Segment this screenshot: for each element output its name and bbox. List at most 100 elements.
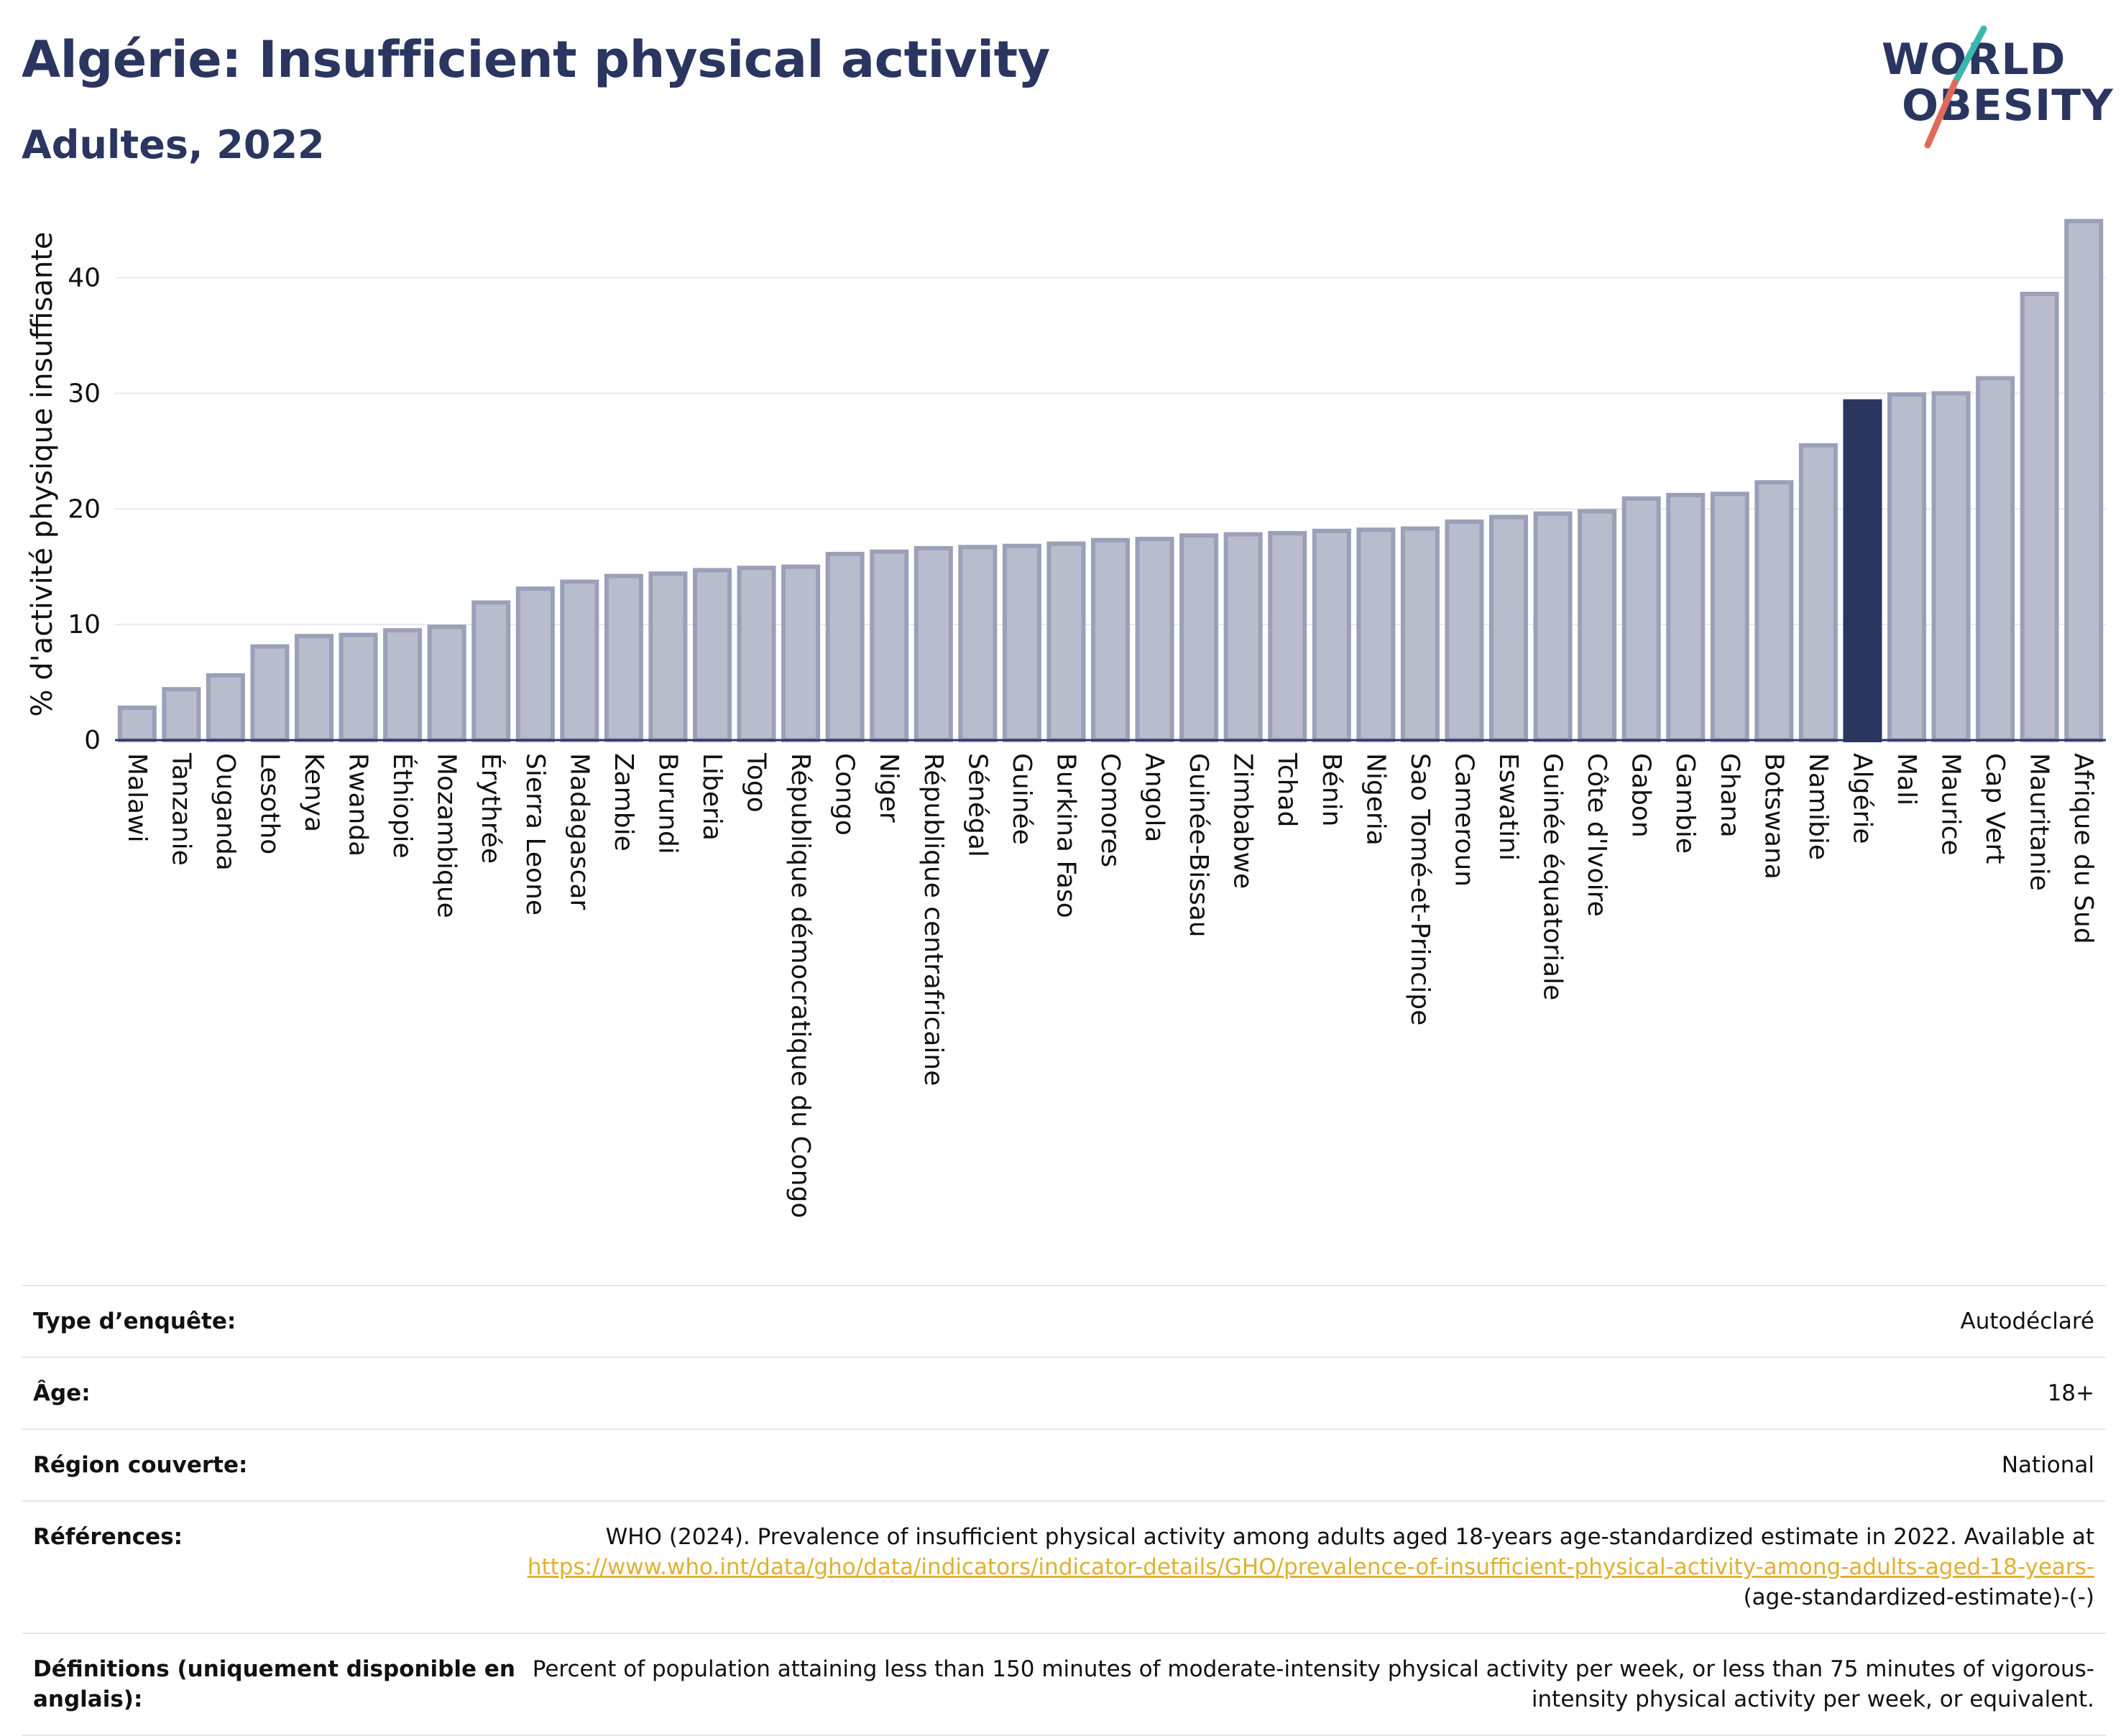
x-tick-label: Comores <box>1095 753 1125 867</box>
info-value: Autodéclaré <box>1960 1308 2094 1334</box>
info-label: Âge: <box>33 1380 91 1406</box>
x-tick-label: Niger <box>874 753 903 823</box>
bar-nigeria <box>1356 527 1396 742</box>
info-row-age: Âge: 18+ <box>22 1357 2106 1428</box>
x-tick-label: Lesotho <box>254 753 284 854</box>
x-tick-label: Maurice <box>1936 753 1966 856</box>
x-tick-label: Tchad <box>1272 752 1302 827</box>
reference-link[interactable]: https://www.who.int/data/gho/data/indica… <box>527 1554 2094 1580</box>
bar-zimbabwe <box>1223 532 1263 742</box>
x-tick-label: Cap Vert <box>1980 753 2010 864</box>
x-tick-label: Zambie <box>609 753 638 851</box>
logo-slash-icon <box>1924 25 1987 149</box>
info-row-survey-type: Type d’enquête: Autodéclaré <box>22 1285 2106 1357</box>
bar-gabon <box>1621 496 1661 742</box>
bar-tchad <box>1268 531 1307 742</box>
bar-tanzanie <box>162 687 201 743</box>
x-tick-label: République centrafricaine <box>919 753 948 1086</box>
page-title: Algérie: Insufficient physical activity <box>22 30 1050 89</box>
x-tick-label: Zimbabwe <box>1228 753 1258 889</box>
bar-maurice <box>1931 391 1971 742</box>
bar-chart: 0 10 20 30 40 Malawi Tanzanie Ouganda Lesotho Ke… <box>26 218 2106 1218</box>
bar-liberia <box>692 568 732 742</box>
bar-rwanda <box>339 632 378 743</box>
bar-madagascar <box>560 579 599 743</box>
bar-angola <box>1135 537 1174 743</box>
bar-alg-rie <box>1843 399 1882 742</box>
x-tick-label: Eswatini <box>1494 753 1523 861</box>
bar-togo <box>737 565 776 742</box>
x-tick-label: Botswana <box>1759 753 1788 879</box>
bar-s-n-gal <box>958 545 998 742</box>
x-tick-label: Gambie <box>1670 753 1700 854</box>
x-tick-label: Congo <box>830 753 860 836</box>
bar-mauritanie <box>2020 292 2059 743</box>
info-label: Type d’enquête: <box>33 1308 236 1334</box>
bar-cap-vert <box>1976 376 2015 742</box>
info-value: Percent of population attaining less tha… <box>532 1656 2094 1712</box>
bar--rythr-e <box>471 600 511 743</box>
y-tick-label: 0 <box>84 726 101 755</box>
bar-r-publique-d-mocratique-du-congo <box>781 564 821 743</box>
y-axis-label: % d'activité physique insuffisante <box>26 232 59 717</box>
info-value: 18+ <box>2047 1380 2094 1406</box>
bar-guin-e-quatoriale <box>1533 511 1573 742</box>
x-tick-label: Éthiopie <box>387 753 418 859</box>
info-label: Références: <box>33 1524 183 1550</box>
bar-mozambique <box>427 624 466 743</box>
chart-bars <box>117 218 2104 743</box>
x-axis-ticks: Malawi Tanzanie Ouganda Lesotho Kenya Rwanda É… <box>122 752 2098 1218</box>
info-row-references: Références: WHO (2024). Prevalence of in… <box>22 1500 2106 1633</box>
info-value: National <box>2001 1452 2094 1478</box>
bar-malawi <box>117 705 157 743</box>
x-tick-label: Cameroun <box>1449 753 1478 887</box>
x-tick-label: Angola <box>1140 753 1169 842</box>
x-tick-label: Sénégal <box>962 753 992 857</box>
bar-lesotho <box>250 644 290 743</box>
x-tick-label: Guinée équatoriale <box>1538 753 1568 1000</box>
x-tick-label: Ghana <box>1715 753 1744 838</box>
y-tick-label: 20 <box>68 494 101 524</box>
info-row-region: Région couverte: National <box>22 1428 2106 1500</box>
x-tick-label: Afrique du Sud <box>2069 753 2098 944</box>
bar-sierra-leone <box>515 586 555 742</box>
bar-namibie <box>1798 443 1838 742</box>
bar-zambie <box>604 573 643 743</box>
x-tick-label: Mozambique <box>432 753 461 918</box>
bar-cameroun <box>1445 519 1484 742</box>
x-tick-label: Malawi <box>122 753 152 843</box>
bar-guin-e <box>1002 543 1041 742</box>
bar-congo <box>825 552 865 742</box>
x-tick-label: Guinée-Bissau <box>1184 753 1213 938</box>
x-tick-label: République démocratique du Congo <box>786 753 815 1218</box>
bar-mali <box>1887 392 1927 742</box>
x-tick-label: Madagascar <box>564 753 594 910</box>
x-tick-label: Bénin <box>1317 753 1346 826</box>
bar-ghana <box>1710 491 1749 742</box>
info-label: Définitions (uniquement disponible en an… <box>33 1656 515 1712</box>
bar--thiopie <box>383 628 423 742</box>
bar-burundi <box>648 571 688 743</box>
reference-text: WHO (2024). Prevalence of insufficient p… <box>605 1524 2094 1550</box>
y-tick-label: 30 <box>68 379 101 408</box>
bar-r-publique-centrafricaine <box>914 545 953 743</box>
x-tick-label: Liberia <box>697 753 727 841</box>
info-table: Type d’enquête: Autodéclaré Âge: 18+ Rég… <box>22 1285 2106 1736</box>
bar-kenya <box>294 634 334 743</box>
x-tick-label: Burkina Faso <box>1051 753 1080 918</box>
info-value: WHO (2024). Prevalence of insufficient p… <box>522 1522 2094 1612</box>
x-tick-label: Mali <box>1892 753 1921 805</box>
y-tick-label: 40 <box>68 264 101 293</box>
x-tick-label: Namibie <box>1803 753 1833 860</box>
x-tick-label: Côte d'Ivoire <box>1582 753 1611 917</box>
info-row-definitions: Définitions (uniquement disponible en an… <box>22 1633 2106 1736</box>
x-tick-label: Gabon <box>1626 753 1656 838</box>
x-tick-label: Ouganda <box>211 753 240 871</box>
x-tick-label: Sao Tomé-et-Principe <box>1405 753 1435 1025</box>
bar-sao-tom-et-principe <box>1400 526 1440 742</box>
x-tick-label: Mauritanie <box>2025 753 2054 891</box>
page-subtitle: Adultes, 2022 <box>22 122 325 167</box>
x-tick-label: Sierra Leone <box>520 753 550 915</box>
bar-comores <box>1090 537 1131 743</box>
x-tick-label: Burundi <box>653 753 682 854</box>
